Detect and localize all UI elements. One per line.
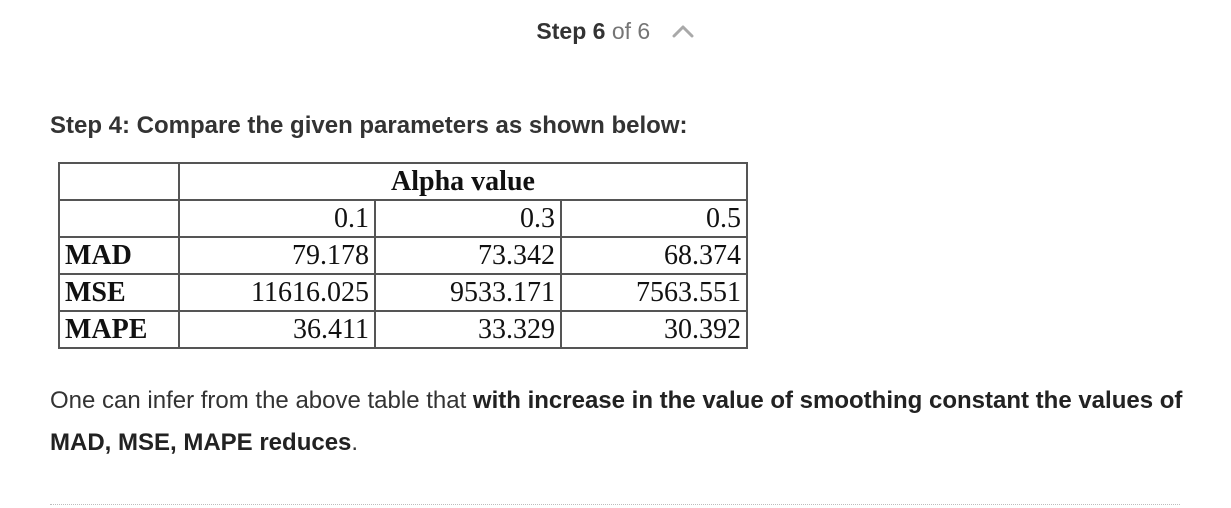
conclusion-emphasis: with increase in the value of smoothing … [50, 387, 1183, 456]
table-row: MAD 79.178 73.342 68.374 [58, 236, 748, 275]
row-label-mad: MAD [58, 236, 180, 275]
step-number: Step 6 [536, 18, 606, 44]
table-cell: 79.178 [178, 236, 376, 275]
row-label-mape: MAPE [58, 310, 180, 349]
alpha-comparison-table: Alpha value 0.1 0.3 0.5 MAD 79.178 73.34… [58, 162, 748, 349]
table-header-row: Alpha value [58, 162, 748, 201]
chevron-up-icon[interactable] [671, 13, 695, 47]
table-row: MSE 11616.025 9533.171 7563.551 [58, 273, 748, 312]
table-cell: 9533.171 [374, 273, 562, 312]
conclusion-paragraph: One can infer from the above table that … [50, 380, 1190, 464]
table-cell: 11616.025 [178, 273, 376, 312]
step-total: of 6 [611, 18, 651, 44]
conclusion-lead: One can infer from the above table that [50, 387, 473, 414]
table-cell: 73.342 [374, 236, 562, 275]
table-row: MAPE 36.411 33.329 30.392 [58, 310, 748, 349]
conclusion-tail: . [351, 429, 359, 456]
table-corner-cell [58, 162, 180, 201]
divider [50, 504, 1180, 505]
alpha-col-1: 0.1 [178, 199, 376, 238]
alpha-values-row: 0.1 0.3 0.5 [58, 199, 748, 238]
alpha-col-3: 0.5 [560, 199, 748, 238]
alpha-value-header: Alpha value [178, 162, 748, 201]
table-cell: 7563.551 [560, 273, 748, 312]
step-header[interactable]: Step 6 of 6 [0, 14, 1231, 48]
table-cell: 33.329 [374, 310, 562, 349]
table-empty-cell [58, 199, 180, 238]
alpha-col-2: 0.3 [374, 199, 562, 238]
table-cell: 68.374 [560, 236, 748, 275]
row-label-mse: MSE [58, 273, 180, 312]
alpha-table-container: Alpha value 0.1 0.3 0.5 MAD 79.178 73.34… [58, 162, 748, 349]
step-title: Step 4: Compare the given parameters as … [50, 112, 688, 139]
table-cell: 36.411 [178, 310, 376, 349]
table-cell: 30.392 [560, 310, 748, 349]
